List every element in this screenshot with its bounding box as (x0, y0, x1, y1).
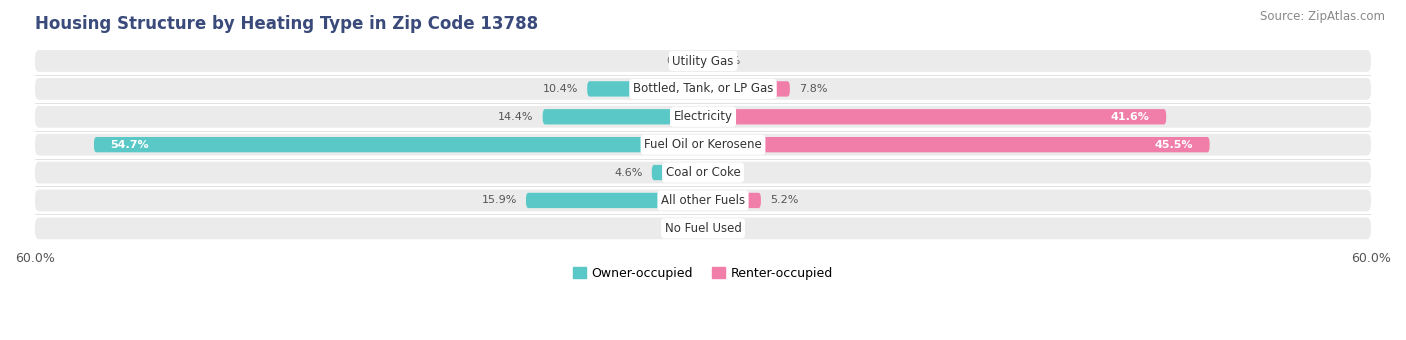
Text: Utility Gas: Utility Gas (672, 54, 734, 68)
FancyBboxPatch shape (35, 106, 1371, 128)
FancyBboxPatch shape (588, 81, 703, 97)
FancyBboxPatch shape (703, 109, 1166, 124)
Text: Coal or Coke: Coal or Coke (665, 166, 741, 179)
Text: 15.9%: 15.9% (482, 195, 517, 205)
FancyBboxPatch shape (703, 193, 761, 208)
Text: Source: ZipAtlas.com: Source: ZipAtlas.com (1260, 10, 1385, 23)
Text: 0.0%: 0.0% (711, 223, 740, 233)
FancyBboxPatch shape (35, 190, 1371, 211)
Text: 54.7%: 54.7% (111, 140, 149, 150)
FancyBboxPatch shape (35, 162, 1371, 184)
Legend: Owner-occupied, Renter-occupied: Owner-occupied, Renter-occupied (568, 262, 838, 285)
Text: 0.0%: 0.0% (711, 56, 740, 66)
FancyBboxPatch shape (703, 81, 790, 97)
Text: 10.4%: 10.4% (543, 84, 578, 94)
FancyBboxPatch shape (526, 193, 703, 208)
Text: No Fuel Used: No Fuel Used (665, 222, 741, 235)
Text: 41.6%: 41.6% (1111, 112, 1150, 122)
Text: 0.0%: 0.0% (711, 168, 740, 177)
Text: 14.4%: 14.4% (498, 112, 534, 122)
FancyBboxPatch shape (543, 109, 703, 124)
FancyBboxPatch shape (652, 165, 703, 180)
Text: 5.2%: 5.2% (770, 195, 799, 205)
FancyBboxPatch shape (703, 137, 1209, 152)
Text: Bottled, Tank, or LP Gas: Bottled, Tank, or LP Gas (633, 82, 773, 96)
FancyBboxPatch shape (35, 78, 1371, 100)
Text: 0.0%: 0.0% (666, 56, 695, 66)
Text: Housing Structure by Heating Type in Zip Code 13788: Housing Structure by Heating Type in Zip… (35, 15, 538, 33)
Text: 4.6%: 4.6% (614, 168, 643, 177)
Text: 7.8%: 7.8% (799, 84, 827, 94)
FancyBboxPatch shape (94, 137, 703, 152)
Text: Electricity: Electricity (673, 110, 733, 123)
Text: 45.5%: 45.5% (1154, 140, 1192, 150)
FancyBboxPatch shape (35, 134, 1371, 155)
FancyBboxPatch shape (35, 218, 1371, 239)
FancyBboxPatch shape (35, 50, 1371, 72)
Text: Fuel Oil or Kerosene: Fuel Oil or Kerosene (644, 138, 762, 151)
Text: All other Fuels: All other Fuels (661, 194, 745, 207)
Text: 0.0%: 0.0% (666, 223, 695, 233)
